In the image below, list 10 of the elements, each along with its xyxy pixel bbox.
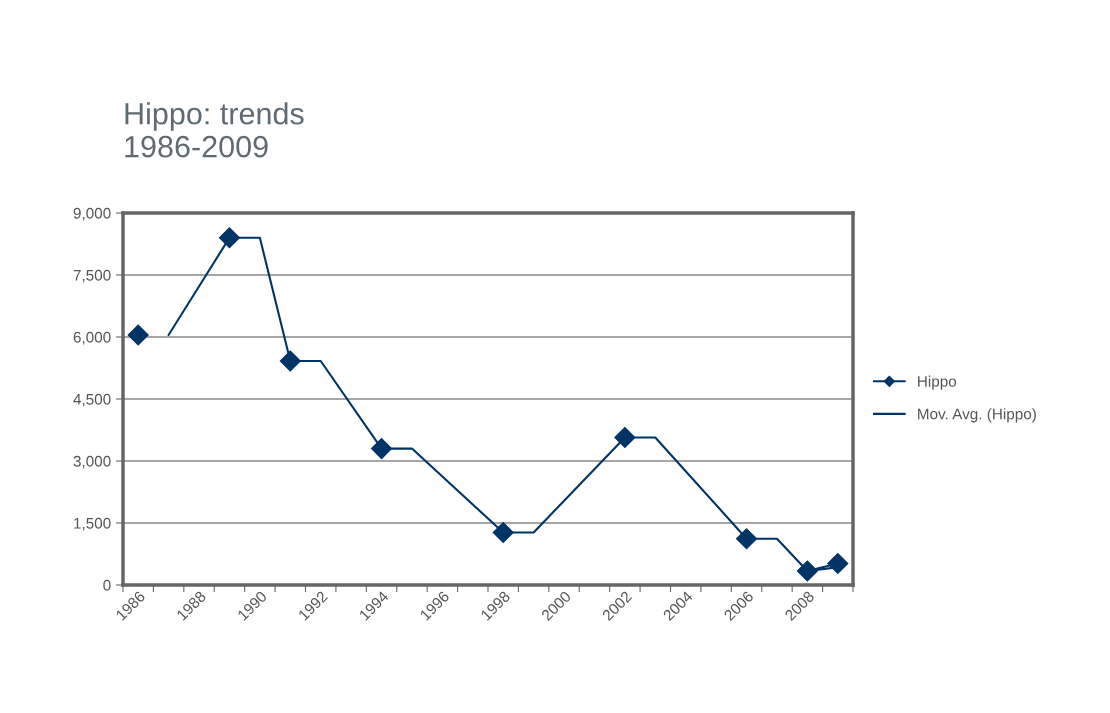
y-tick-label: 3,000 xyxy=(73,455,111,469)
y-tick-label: 7,500 xyxy=(73,269,111,283)
legend-label: Hippo xyxy=(918,375,957,390)
y-tick-label: 4,500 xyxy=(73,393,111,407)
chart-title: Hippo: trends 1986-2009 xyxy=(125,102,304,158)
y-tick-label: 1,500 xyxy=(74,517,111,531)
y-tick-label: 6,000 xyxy=(73,331,111,345)
y-tick-label: 0 xyxy=(103,579,111,591)
y-tick-label: 9,000 xyxy=(73,207,111,221)
legend-label: Mov. Avg. (Hippo) xyxy=(918,408,1036,423)
